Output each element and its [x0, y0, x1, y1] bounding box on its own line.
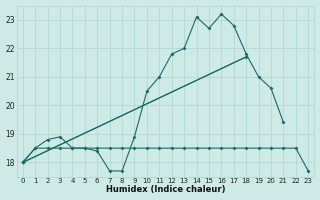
X-axis label: Humidex (Indice chaleur): Humidex (Indice chaleur): [106, 185, 225, 194]
